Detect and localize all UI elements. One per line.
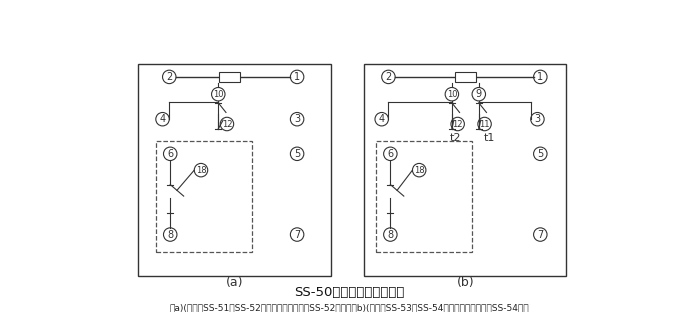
Text: (a): (a) — [226, 276, 243, 289]
Text: 3: 3 — [534, 114, 540, 124]
Text: 5: 5 — [294, 149, 301, 159]
Text: 7: 7 — [294, 230, 301, 240]
Text: 18: 18 — [196, 166, 206, 175]
Text: 8: 8 — [387, 230, 394, 240]
Text: 12: 12 — [222, 119, 232, 129]
Bar — [455, 72, 476, 82]
Text: 10: 10 — [447, 90, 457, 99]
Text: 11: 11 — [480, 119, 490, 129]
Text: （a)(背視）SS-51、SS-52型，圖中虛線部分僅SS-52型有；（b)(背視）SS-53、SS-54型，圖中虛線部分僅SS-54型有: （a)(背視）SS-51、SS-52型，圖中虛線部分僅SS-52型有；（b)(背… — [169, 304, 529, 312]
Text: 6: 6 — [387, 149, 394, 159]
Text: 12: 12 — [452, 119, 463, 129]
Text: 3: 3 — [294, 114, 300, 124]
Text: 8: 8 — [167, 230, 173, 240]
Text: 9: 9 — [476, 89, 482, 99]
Text: 6: 6 — [167, 149, 173, 159]
Text: t2: t2 — [450, 134, 461, 144]
Bar — [376, 141, 472, 252]
Text: 10: 10 — [213, 90, 224, 99]
Text: 2: 2 — [385, 72, 391, 82]
Text: 2: 2 — [166, 72, 173, 82]
Text: 7: 7 — [538, 230, 543, 240]
Bar — [156, 141, 252, 252]
Text: t1: t1 — [484, 134, 495, 144]
Text: (b): (b) — [456, 276, 474, 289]
Text: 1: 1 — [538, 72, 543, 82]
Text: 4: 4 — [159, 114, 166, 124]
Bar — [364, 64, 566, 276]
Text: 18: 18 — [414, 166, 424, 175]
Bar — [138, 64, 331, 276]
Text: 4: 4 — [379, 114, 384, 124]
Bar — [219, 72, 240, 82]
Text: 1: 1 — [294, 72, 300, 82]
Text: 5: 5 — [538, 149, 543, 159]
Text: SS-50系列背后端子接線圖: SS-50系列背后端子接線圖 — [294, 286, 404, 299]
